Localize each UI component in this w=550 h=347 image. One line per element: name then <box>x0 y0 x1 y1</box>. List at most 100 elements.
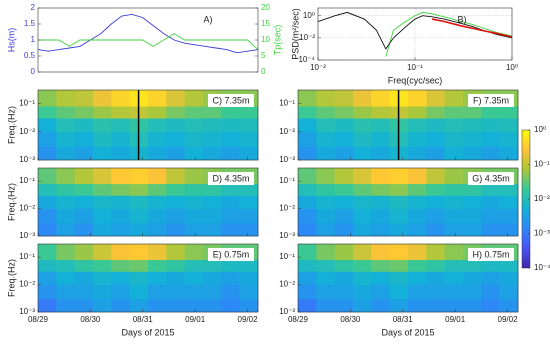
heatmap-cell <box>316 90 335 107</box>
heatmap-cell <box>499 131 519 147</box>
heatmap-cell <box>481 298 500 313</box>
heatmap-cell <box>56 208 75 224</box>
heatmap-cell <box>239 106 259 119</box>
y-tick-label: 10⁻³ <box>279 231 295 240</box>
heatmap-cell <box>74 131 94 147</box>
y-tick-label: 10⁻² <box>19 280 35 289</box>
heatmap-cell <box>203 146 222 161</box>
panel-annotation: D) 4.35m <box>212 173 249 183</box>
heatmap-cell <box>444 208 464 224</box>
heatmap-cell <box>408 168 427 185</box>
heatmap-cell <box>56 222 75 237</box>
heatmap-cell <box>184 259 204 272</box>
heatmap-cell <box>334 183 354 196</box>
heatmap-cell <box>93 244 112 261</box>
heatmap-cell <box>408 298 427 313</box>
heatmap-cell <box>38 208 57 224</box>
heatmap-cell <box>74 183 94 196</box>
heatmap-cell <box>74 90 94 107</box>
heatmap-cell <box>444 244 464 261</box>
x-tick-label: 08/29 <box>288 315 309 324</box>
annotation-box <box>208 94 254 107</box>
heatmap-cell <box>481 183 500 196</box>
heatmap-cell <box>499 271 519 285</box>
heatmap-cell <box>353 195 372 209</box>
heatmap-cell <box>148 284 167 300</box>
heatmap-cell <box>129 183 149 196</box>
heatmap-cell <box>166 183 185 196</box>
heatmap-cell <box>166 244 185 261</box>
heatmap-cell <box>148 118 167 133</box>
heatmap-cell <box>426 195 445 209</box>
heatmap-cell <box>444 222 464 237</box>
heatmap-cell <box>184 118 204 133</box>
heatmap-cell <box>38 195 57 209</box>
series-line <box>385 11 513 57</box>
y-tick-label: 1.5 <box>24 19 36 28</box>
heatmap-cell <box>426 106 445 119</box>
heatmap-cell <box>93 146 112 161</box>
heatmap-cell <box>499 183 519 196</box>
heatmap-cell <box>408 271 427 285</box>
heatmap-cell <box>353 208 372 224</box>
heatmap-cell <box>444 131 464 147</box>
heatmap-cell <box>166 271 185 285</box>
heatmap-cell <box>298 284 317 300</box>
heatmap-cell <box>463 146 482 161</box>
heatmap-cell <box>298 131 317 147</box>
heatmap-cell <box>111 131 130 147</box>
x-tick-label: 09/01 <box>445 315 466 324</box>
y2-tick-label: 15 <box>261 19 270 28</box>
heatmap-cell <box>93 90 112 107</box>
heatmap-cell <box>166 146 185 161</box>
heatmap-cell <box>184 183 204 196</box>
heatmap-cell <box>184 131 204 147</box>
heatmap-cell <box>499 298 519 313</box>
heatmap-cell <box>148 168 167 185</box>
heatmap-cell <box>166 168 185 185</box>
heatmap-cell <box>184 244 204 261</box>
heatmap-cell <box>129 271 149 285</box>
heatmap-cell <box>111 168 130 185</box>
panel-annotation: E) 0.75m <box>213 249 250 259</box>
heatmap-cell <box>298 106 317 119</box>
heatmap-cell <box>334 106 354 119</box>
panel-annotation: C) 7.35m <box>212 95 249 105</box>
heatmap-cell <box>111 259 130 272</box>
heatmap-cell <box>353 106 372 119</box>
heatmap-cell <box>371 244 390 261</box>
y-tick-label: 2 <box>31 3 36 12</box>
heatmap-cell <box>203 106 222 119</box>
heatmap-cell <box>221 118 240 133</box>
heatmap-cell <box>129 298 149 313</box>
y-axis-label: Freq.(Hz) <box>6 183 16 221</box>
y-tick-label: 10⁰ <box>303 11 315 20</box>
heatmap-cell <box>111 183 130 196</box>
heatmap-cell <box>298 118 317 133</box>
heatmap-cell <box>56 244 75 261</box>
heatmap-cell <box>316 284 335 300</box>
heatmap-cell <box>426 271 445 285</box>
heatmap-cell <box>444 168 464 185</box>
heatmap-cell <box>184 90 204 107</box>
heatmap-cell <box>408 90 427 107</box>
heatmap-cell <box>239 284 259 300</box>
plot-frame <box>297 243 519 313</box>
heatmap-cell <box>499 259 519 272</box>
heatmap-cell <box>353 183 372 196</box>
heatmap-cell <box>389 208 409 224</box>
y-axis-label: PSD(m²/sec) <box>290 8 300 60</box>
y-axis-label: Tp(sec) <box>272 25 282 56</box>
heatmap-cell <box>221 195 240 209</box>
heatmap-cell <box>298 271 317 285</box>
heatmap-cell <box>426 131 445 147</box>
heatmap-cell <box>444 106 464 119</box>
heatmap-cell <box>148 298 167 313</box>
heatmap-cell <box>221 131 240 147</box>
heatmap-cell <box>148 195 167 209</box>
y-tick-label: 0 <box>31 67 36 76</box>
heatmap-cell <box>389 222 409 237</box>
heatmap-cell <box>334 168 354 185</box>
heatmap-cell <box>389 168 409 185</box>
heatmap-cell <box>481 271 500 285</box>
